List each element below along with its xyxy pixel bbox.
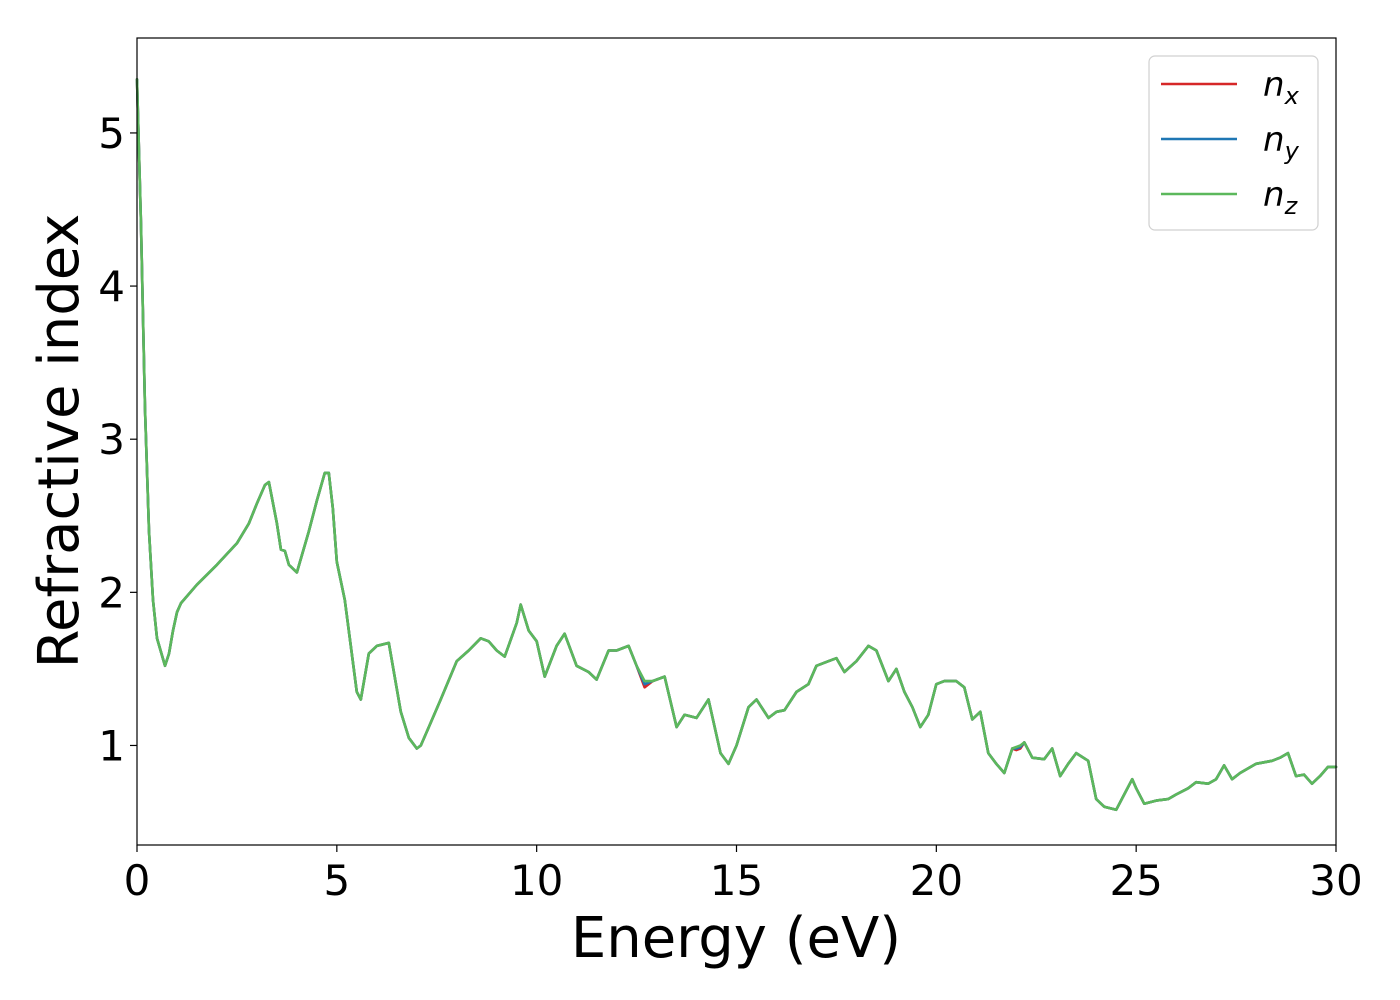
legend-label-n-y: ny: [1263, 120, 1300, 165]
x-tick-label: 15: [710, 856, 763, 905]
legend-box: [1148, 55, 1319, 231]
legend: nx ny nz: [1148, 55, 1319, 231]
y-tick-label: 5: [98, 109, 125, 158]
y-tick-label: 3: [98, 415, 125, 464]
y-tick-label: 1: [98, 721, 125, 770]
plot-background: [137, 38, 1336, 845]
legend-label-n-z: nz: [1263, 175, 1299, 220]
x-tick-label: 5: [323, 856, 350, 905]
y-axis-ticks: 1 2 3 4 5: [98, 109, 137, 770]
y-tick-label: 2: [98, 568, 125, 617]
x-axis-ticks: 0 5 10 15 20 25 30: [124, 845, 1363, 905]
x-tick-label: 30: [1309, 856, 1362, 905]
legend-label-n-x: nx: [1263, 65, 1300, 110]
x-tick-label: 20: [910, 856, 963, 905]
series-line-n_z: [135, 78, 1338, 812]
x-tick-label: 10: [510, 856, 563, 905]
series-layer: [135, 78, 1338, 812]
x-tick-label: 25: [1109, 856, 1162, 905]
x-tick-label: 0: [124, 856, 151, 905]
y-axis-label: Refractive index: [27, 214, 92, 669]
x-axis-label: Energy (eV): [571, 906, 901, 971]
y-tick-label: 4: [98, 262, 125, 311]
